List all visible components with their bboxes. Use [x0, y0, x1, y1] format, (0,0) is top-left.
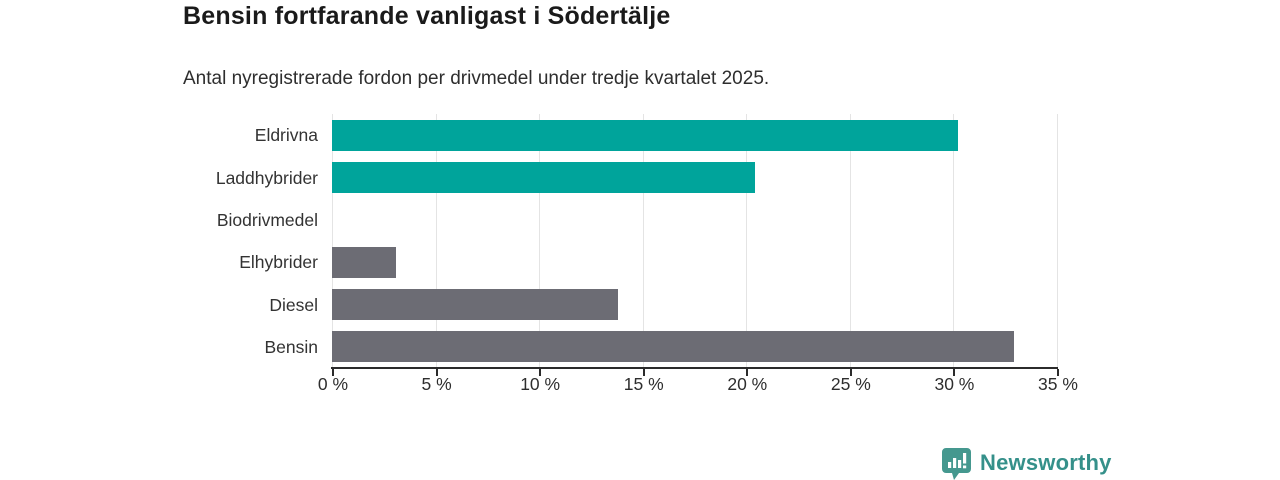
bar-laddhybrider [332, 162, 755, 193]
x-tick-25 [849, 369, 852, 376]
x-tick-label-5: 5 % [421, 374, 452, 394]
plot-area [332, 114, 1058, 368]
gridline-15 [642, 114, 644, 368]
bar-elhybrider [332, 246, 397, 278]
y-label-bensin: Bensin [264, 336, 318, 357]
gridline-25 [849, 114, 851, 368]
chart-subtitle: Antal nyregistrerade fordon per drivmede… [183, 68, 770, 89]
x-tick-10 [539, 369, 542, 376]
newsworthy-speech-bubble-chart-icon [942, 447, 971, 480]
gridline-20 [746, 114, 748, 368]
y-label-laddhybrider: Laddhybrider [215, 167, 318, 188]
brand-logo: Newsworthy [941, 446, 1112, 480]
x-tick-label-10: 10 % [520, 374, 561, 394]
y-label-diesel: Diesel [269, 294, 318, 315]
x-tick-15 [642, 369, 645, 376]
x-tick-label-15: 15 % [623, 374, 664, 394]
x-tick-label-25: 25 % [830, 374, 871, 394]
x-tick-20 [746, 369, 749, 376]
y-axis-category-labels: Eldrivna Laddhybrider Biodrivmedel Elhybrid… [0, 114, 318, 368]
y-label-eldrivna: Eldrivna [254, 125, 318, 146]
x-tick-30 [953, 369, 956, 376]
x-tick-0 [332, 369, 334, 376]
brand-name: Newsworthy [980, 450, 1112, 475]
y-label-elhybrider: Elhybrider [239, 252, 318, 273]
gridline-10 [539, 114, 541, 368]
y-label-biodrivmedel: Biodrivmedel [216, 209, 318, 230]
gridline-5 [435, 114, 437, 368]
gridline-30 [953, 114, 955, 368]
x-axis-line [331, 367, 1058, 369]
x-tick-5 [435, 369, 438, 376]
gridline-0 [332, 114, 333, 368]
bar-eldrivna [332, 119, 958, 151]
x-tick-label-20: 20 % [727, 374, 768, 394]
bar-diesel [332, 289, 618, 320]
gridline-35 [1057, 114, 1058, 368]
x-tick-35 [1057, 369, 1059, 376]
x-tick-label-0: 0 % [317, 374, 349, 394]
x-tick-label-30: 30 % [934, 374, 975, 394]
x-tick-label-35: 35 % [1038, 374, 1078, 394]
chart-title: Bensin fortfarande vanligast i Södertälj… [183, 2, 671, 30]
bar-bensin [332, 331, 1014, 363]
